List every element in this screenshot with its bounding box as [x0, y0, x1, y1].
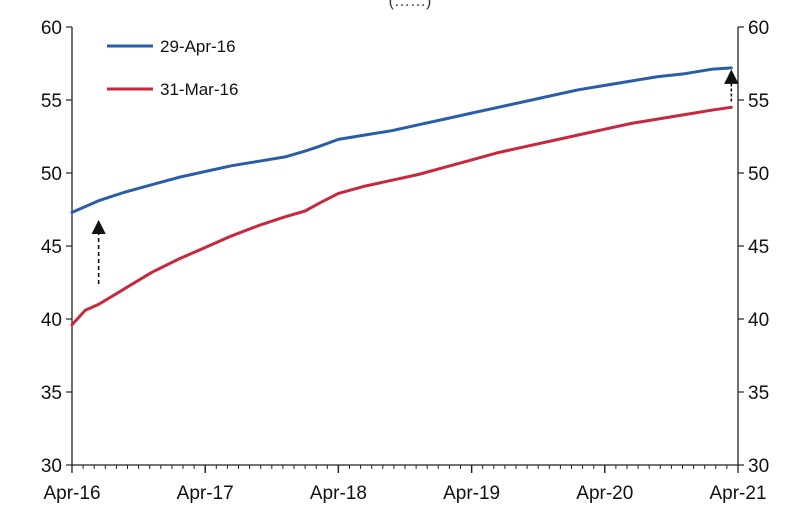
y-tick-label-left: 30: [41, 456, 62, 477]
legend-label: 31-Mar-16: [160, 80, 238, 99]
y-tick-label-left: 40: [41, 310, 62, 331]
y-tick-label-left: 55: [41, 91, 62, 112]
axes-group: 30 30 35 35 40 40 45 45 50 50 55 55 60 60 Apr-16 Apr-17…: [41, 18, 769, 504]
x-tick-label: Apr-16: [43, 483, 100, 504]
x-tick-label: Apr-20: [576, 483, 633, 504]
legend-label: 29-Apr-16: [160, 37, 236, 56]
y-tick-label-right: 50: [748, 164, 769, 185]
series-group: [70, 66, 733, 327]
series-line: [70, 66, 733, 214]
annotations-group: [91, 69, 739, 284]
y-tick-label-right: 40: [748, 310, 769, 331]
chart-title-fragment: (……): [389, 0, 432, 10]
y-tick-label-left: 50: [41, 164, 62, 185]
y-tick-label-right: 30: [748, 456, 769, 477]
legend: 29-Apr-16 31-Mar-16: [107, 37, 238, 99]
y-tick-label-right: 35: [748, 383, 769, 404]
y-tick-label-right: 60: [748, 18, 769, 39]
y-tick-label-left: 60: [41, 18, 62, 39]
series-line: [70, 105, 733, 327]
x-tick-label: Apr-17: [177, 483, 234, 504]
y-tick-label-left: 45: [41, 237, 62, 258]
y-tick-label-right: 45: [748, 237, 769, 258]
y-tick-label-left: 35: [41, 383, 62, 404]
x-tick-label: Apr-19: [443, 483, 500, 504]
x-tick-label: Apr-18: [310, 483, 367, 504]
x-tick-label: Apr-21: [709, 483, 766, 504]
y-tick-label-right: 55: [748, 91, 769, 112]
